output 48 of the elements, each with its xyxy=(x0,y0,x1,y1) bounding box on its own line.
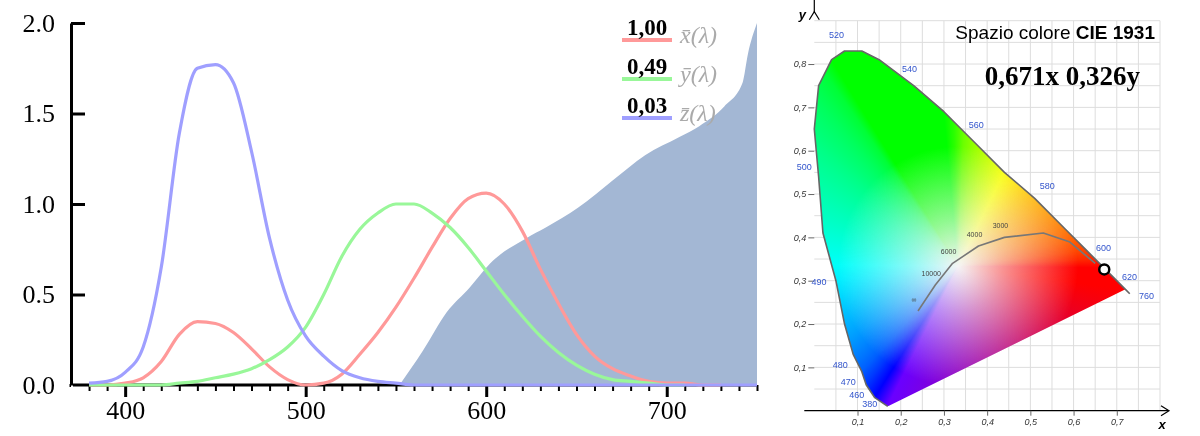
annotation: 0,03 xyxy=(626,93,668,118)
legend-label: x̄(λ) xyxy=(679,22,718,48)
x-tick-label: 0,1 xyxy=(851,417,865,428)
x-tick-label: 0,3 xyxy=(938,417,951,428)
line-series xyxy=(917,232,1096,312)
annotation: 500 xyxy=(796,161,812,172)
y-tick-label: 0,6 xyxy=(793,146,807,157)
annotation: 480 xyxy=(832,359,848,370)
y-tick-label: 0,5 xyxy=(793,189,808,200)
annotation: 490 xyxy=(811,277,827,288)
annotation: 520 xyxy=(829,30,845,41)
y-tick-label: 0,4 xyxy=(793,232,807,243)
x-tick-label: 0,5 xyxy=(1024,417,1039,428)
annotation: 620 xyxy=(1121,271,1137,282)
x-tick-label: 0,6 xyxy=(1067,417,1081,428)
annotation: 1,00 xyxy=(626,15,668,40)
text: 0,671x 0,326y xyxy=(984,60,1141,91)
y-tick-label: 0,1 xyxy=(793,362,807,373)
legend-label: z̄(λ) xyxy=(679,100,716,126)
annotation: 380 xyxy=(862,398,878,409)
y-tick-label: 0,2 xyxy=(793,319,807,330)
annotation: 760 xyxy=(1139,290,1155,301)
x-tick-label: 0,4 xyxy=(981,417,994,428)
y-tick-label: 0,8 xyxy=(793,59,807,70)
x-tick-label: 400 xyxy=(106,396,146,426)
x-tick-label: 0,2 xyxy=(894,417,908,428)
annotation: 560 xyxy=(968,119,984,130)
annotation: 540 xyxy=(902,63,918,74)
y-tick-label: 0.5 xyxy=(22,280,55,310)
annotation: 470 xyxy=(840,377,856,388)
y-tick-label: 0,7 xyxy=(793,102,808,113)
annotation: 580 xyxy=(1039,181,1055,192)
x-tick-label: 0,7 xyxy=(1111,417,1125,428)
annotation: 600 xyxy=(1095,242,1111,253)
y-axis-title: y xyxy=(797,6,807,22)
x-tick-label: 700 xyxy=(647,396,687,426)
y-tick-label: 1.5 xyxy=(22,99,55,129)
y-tick-label: 1.0 xyxy=(22,189,55,219)
y-tick-label: 0.0 xyxy=(22,370,55,400)
x-axis-title: x xyxy=(1157,416,1167,432)
y-tick-label: 2.0 xyxy=(22,8,55,38)
x-tick-label: 600 xyxy=(467,396,507,426)
x-tick-label: 500 xyxy=(286,396,326,426)
chart-title: Spazio colore CIE 1931 xyxy=(955,21,1156,43)
annotation: 0,49 xyxy=(626,54,668,79)
legend-label: ȳ(λ) xyxy=(678,61,718,87)
annotation: 460 xyxy=(849,390,865,401)
y-tick-label: 0,3 xyxy=(793,276,807,287)
